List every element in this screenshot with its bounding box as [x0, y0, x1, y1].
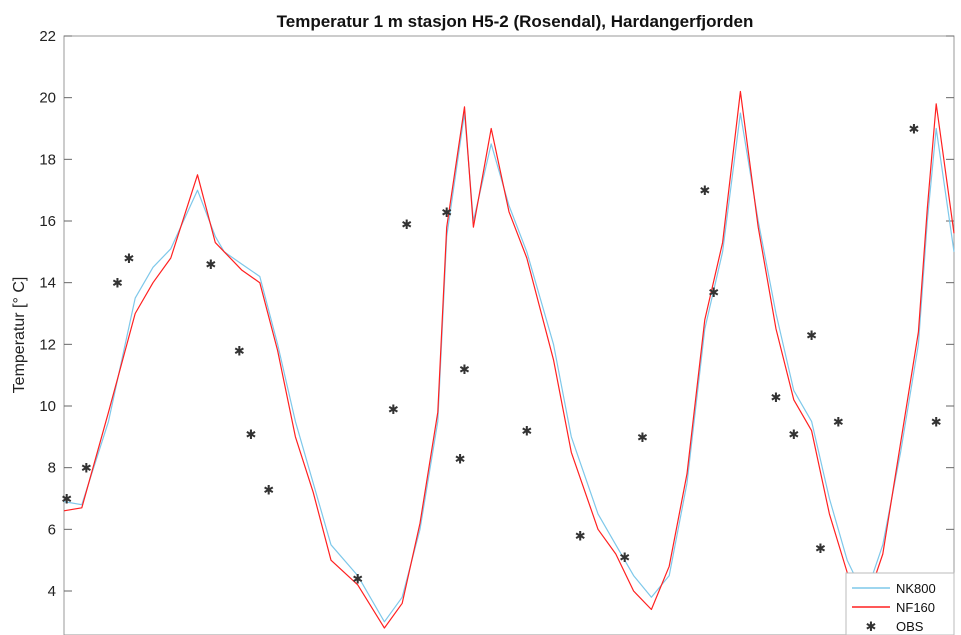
- obs-point: ✱: [441, 206, 452, 221]
- obs-point: ✱: [931, 415, 942, 430]
- y-tick-label: 8: [48, 460, 56, 477]
- y-tick-label: 18: [39, 151, 56, 168]
- series-line-nf160: [63, 90, 955, 629]
- y-axis-label: Temperatur [° C]: [11, 277, 28, 394]
- obs-point: ✱: [124, 252, 135, 267]
- obs-point: ✱: [455, 452, 466, 467]
- obs-point: ✱: [699, 184, 710, 199]
- y-tick-label: 16: [39, 213, 56, 230]
- y-tick-label: 10: [39, 398, 56, 415]
- obs-point: ✱: [459, 363, 470, 378]
- obs-point: ✱: [61, 493, 72, 508]
- legend-label-obs: OBS: [896, 619, 924, 634]
- obs-point: ✱: [245, 428, 256, 443]
- obs-point: ✱: [263, 483, 274, 498]
- y-tick-label: 14: [39, 275, 56, 292]
- legend: NK800 NF160 ✱ OBS: [845, 572, 955, 635]
- obs-point: ✱: [401, 218, 412, 233]
- y-tick-label: 12: [39, 336, 56, 353]
- obs-point: ✱: [81, 462, 92, 477]
- y-axis: 4 6 8 10 12 14 16 18 20 22: [39, 28, 954, 600]
- obs-point: ✱: [806, 329, 817, 344]
- series-line-nk800: [63, 112, 955, 623]
- y-tick-label: 22: [39, 28, 56, 45]
- y-tick-label: 20: [39, 90, 56, 107]
- obs-point: ✱: [637, 431, 648, 446]
- obs-point: ✱: [234, 345, 245, 360]
- series-lines: [63, 90, 955, 629]
- obs-point: ✱: [521, 425, 532, 440]
- obs-point: ✱: [112, 277, 123, 292]
- legend-box: [845, 572, 955, 635]
- y-tick-label: 4: [48, 583, 56, 600]
- obs-point: ✱: [575, 530, 586, 545]
- obs-point: ✱: [619, 551, 630, 566]
- obs-point: ✱: [388, 403, 399, 418]
- obs-point: ✱: [908, 123, 919, 138]
- y-tick-label: 6: [48, 521, 56, 538]
- obs-point: ✱: [708, 286, 719, 301]
- chart-title: Temperatur 1 m stasjon H5-2 (Rosendal), …: [277, 12, 754, 31]
- obs-point: ✱: [788, 428, 799, 443]
- legend-label-nf160: NF160: [896, 600, 935, 615]
- obs-point: ✱: [352, 573, 363, 588]
- obs-point: ✱: [833, 415, 844, 430]
- obs-point: ✱: [815, 542, 826, 557]
- obs-point: ✱: [771, 391, 782, 406]
- obs-markers: ✱✱✱✱ ✱✱✱✱✱✱✱✱✱✱✱✱✱✱✱✱✱✱✱✱✱✱✱: [61, 123, 941, 588]
- plot-area-frame: [63, 35, 955, 635]
- legend-marker-obs: ✱: [866, 620, 877, 635]
- legend-label-nk800: NK800: [896, 581, 936, 596]
- obs-point: ✱: [205, 258, 216, 273]
